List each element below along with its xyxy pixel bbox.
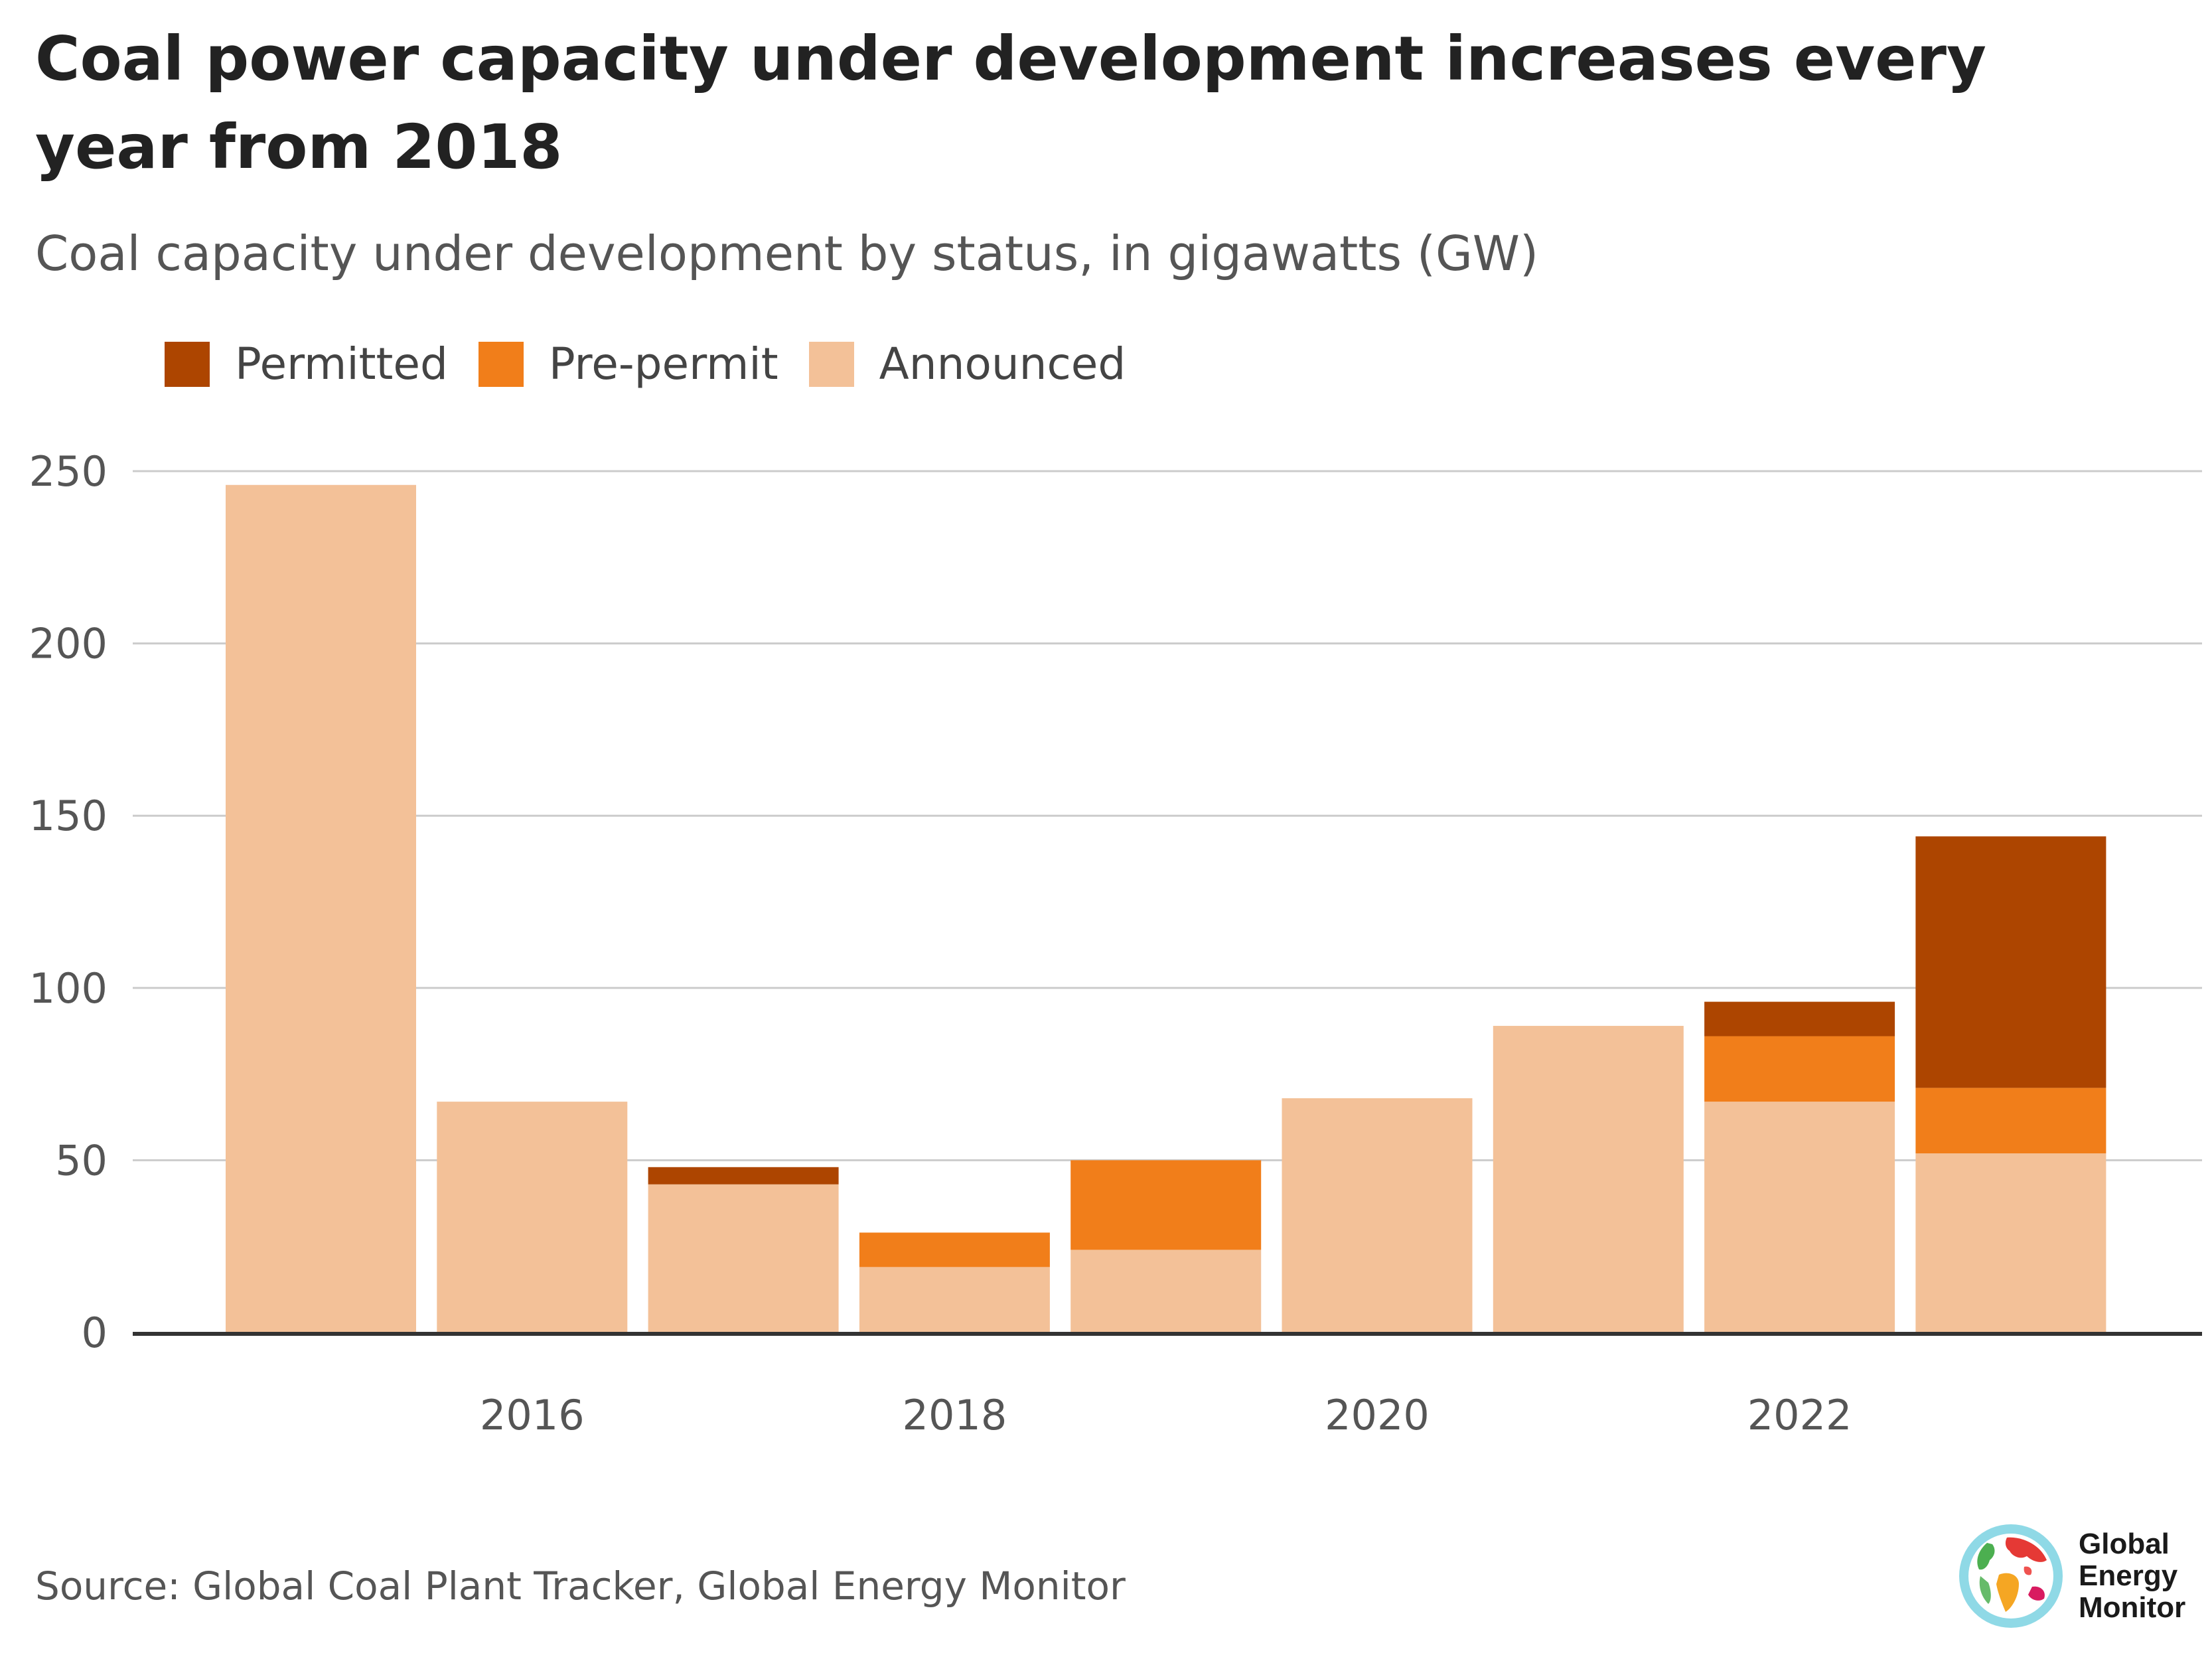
globe-icon <box>1959 1524 2063 1628</box>
logo-line-3: Monitor <box>2079 1591 2186 1624</box>
logo-line-1: Global <box>2079 1528 2170 1560</box>
legend-item-permitted: Permitted <box>165 338 448 390</box>
y-tick-label: 150 <box>29 792 108 840</box>
bar-segment-announced <box>1070 1250 1262 1333</box>
axes: 0 50 100 150 200 250 2016 2018 2020 2022 <box>29 447 2202 1439</box>
bar-segment-permitted <box>648 1167 839 1185</box>
global-energy-monitor-logo: Global Energy Monitor <box>1958 1523 2185 1629</box>
x-tick-label: 2018 <box>903 1391 1007 1439</box>
chart-legend: Permitted Pre-permit Announced <box>165 338 1156 390</box>
legend-label-announced: Announced <box>879 338 1126 390</box>
logo-wordmark: Global Energy Monitor <box>2079 1528 2185 1624</box>
y-tick-label: 50 <box>55 1136 108 1185</box>
bar-segment-announced <box>437 1102 628 1333</box>
bars <box>226 484 2106 1333</box>
bar-segment-pre-permit <box>1915 1088 2106 1154</box>
bar-segment-pre-permit <box>859 1232 1050 1267</box>
y-tick-label: 100 <box>29 964 108 1013</box>
source-note: Source: Global Coal Plant Tracker, Globa… <box>35 1563 1126 1609</box>
bar-segment-permitted <box>1915 836 2106 1088</box>
legend-swatch-pre-permit <box>478 341 524 387</box>
bar-segment-announced <box>226 484 416 1333</box>
bar-segment-permitted <box>1704 1001 1895 1037</box>
x-tick-label: 2016 <box>480 1391 585 1439</box>
legend-item-announced: Announced <box>808 338 1126 390</box>
bar-segment-announced <box>859 1267 1050 1333</box>
bar-segment-announced <box>1704 1102 1895 1333</box>
bar-segment-pre-permit <box>1704 1036 1895 1102</box>
legend-item-pre-permit: Pre-permit <box>478 338 778 390</box>
y-tick-label: 250 <box>29 447 108 496</box>
bar-segment-announced <box>648 1184 839 1333</box>
logo-line-2: Energy <box>2079 1559 2178 1592</box>
legend-swatch-permitted <box>165 341 210 387</box>
bar-segment-announced <box>1282 1098 1473 1333</box>
legend-label-permitted: Permitted <box>235 338 448 390</box>
y-tick-label: 0 <box>82 1309 108 1357</box>
bar-segment-announced <box>1493 1025 1684 1333</box>
x-tick-label: 2020 <box>1325 1391 1430 1439</box>
legend-label-pre-permit: Pre-permit <box>548 338 778 390</box>
bar-segment-announced <box>1915 1153 2106 1333</box>
chart-title: Coal power capacity under development in… <box>35 23 1986 182</box>
chart-subtitle: Coal capacity under development by statu… <box>35 226 1539 281</box>
y-tick-label: 200 <box>29 620 108 668</box>
x-tick-label: 2022 <box>1747 1391 1852 1439</box>
legend-swatch-announced <box>808 341 854 387</box>
bar-segment-pre-permit <box>1070 1160 1262 1250</box>
